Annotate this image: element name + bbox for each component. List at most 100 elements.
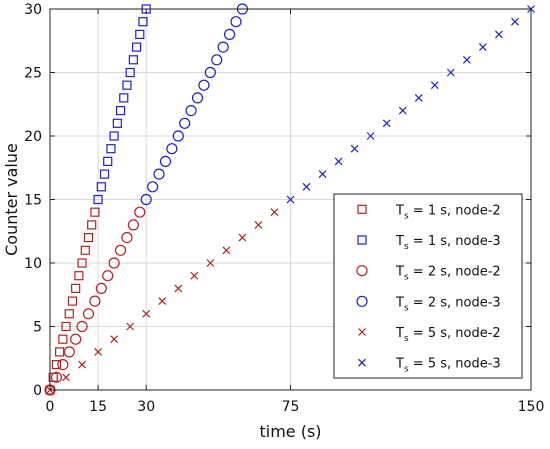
data-point	[51, 360, 62, 370]
data-point	[78, 360, 86, 369]
data-point	[302, 182, 311, 191]
data-point	[430, 81, 439, 90]
axis-ticks: 0 15 30 75 150 0 5 10 15 20 25 30	[24, 2, 544, 415]
data-point	[61, 321, 71, 332]
data-point	[55, 347, 65, 357]
data-point	[198, 79, 210, 91]
data-point	[71, 283, 81, 293]
data-point	[93, 194, 103, 205]
legend-label: Ts = 1 s, node-2	[395, 203, 501, 221]
legend-label-rest: = 1 s, node-2	[409, 203, 501, 218]
data-point	[318, 170, 327, 179]
legend-marker-icon	[357, 235, 367, 245]
legend-label-rest: = 5 s, node-3	[409, 357, 501, 372]
legend-label-main: T	[395, 357, 404, 372]
legend-label-rest: = 2 s, node-2	[409, 265, 501, 280]
data-point	[62, 373, 70, 382]
legend-label-main: T	[395, 265, 404, 280]
data-point	[102, 270, 114, 282]
data-point	[134, 206, 146, 218]
data-point	[108, 257, 120, 269]
legend: Ts = 1 s, node-2Ts = 1 s, node-3Ts = 2 s…	[333, 193, 523, 379]
data-point	[147, 181, 159, 193]
data-point	[131, 42, 142, 52]
data-point	[185, 104, 197, 117]
x-tick-label: 150	[518, 399, 545, 415]
series-3	[44, 206, 146, 396]
legend-marker-icon	[357, 204, 367, 214]
data-marks	[44, 3, 535, 396]
data-point	[204, 66, 216, 79]
data-point	[270, 208, 279, 217]
legend-item: Ts = 1 s, node-2	[357, 203, 501, 221]
data-point	[238, 233, 247, 242]
data-point	[190, 271, 199, 280]
data-point	[138, 17, 148, 27]
data-point	[114, 244, 127, 256]
data-point	[446, 68, 455, 77]
legend-item: Ts = 1 s, node-3	[357, 234, 501, 252]
y-axis-label: Counter value	[2, 143, 21, 256]
x-tick-label: 0	[46, 399, 55, 415]
data-point	[286, 195, 295, 204]
data-point	[57, 359, 69, 371]
legend-marker-icon	[356, 265, 368, 277]
legend-label-rest: = 1 s, node-3	[409, 234, 501, 249]
data-point	[174, 284, 183, 293]
data-point	[172, 130, 184, 142]
legend-item: Ts = 2 s, node-2	[356, 265, 501, 283]
legend-label: Ts = 5 s, node-3	[395, 357, 501, 375]
data-point	[112, 118, 122, 128]
y-tick-label: 10	[24, 256, 42, 272]
legend-label-subscript: s	[404, 273, 409, 283]
data-point	[126, 322, 135, 331]
data-point	[191, 92, 204, 104]
data-point	[153, 168, 165, 180]
data-point	[211, 54, 223, 66]
data-point	[64, 309, 74, 319]
data-point	[158, 297, 167, 306]
data-point	[96, 182, 106, 192]
data-point	[127, 219, 139, 231]
data-point	[89, 295, 101, 307]
data-point	[398, 106, 407, 115]
legend-label: Ts = 2 s, node-3	[395, 295, 501, 313]
data-point	[103, 156, 113, 166]
data-point	[119, 93, 129, 103]
data-point	[462, 55, 471, 64]
x-tick-label: 15	[89, 399, 107, 415]
data-point	[140, 193, 152, 206]
y-tick-label: 25	[24, 66, 42, 82]
data-point	[76, 320, 88, 333]
legend-label-subscript: s	[404, 334, 409, 344]
legend-label-subscript: s	[404, 365, 409, 375]
data-point	[82, 308, 95, 320]
legend-items: Ts = 1 s, node-2Ts = 1 s, node-3Ts = 2 s…	[356, 203, 501, 375]
data-point	[135, 29, 145, 39]
legend-label-main: T	[395, 203, 404, 218]
data-point	[230, 16, 242, 28]
legend-label-subscript: s	[404, 211, 409, 221]
data-point	[70, 333, 82, 345]
data-point	[222, 246, 231, 255]
y-tick-label: 0	[33, 383, 42, 399]
data-point	[63, 346, 75, 358]
data-point	[95, 282, 107, 294]
data-point	[350, 144, 359, 153]
data-point	[334, 157, 343, 166]
series-4	[140, 3, 248, 206]
data-point	[58, 334, 68, 344]
legend-label-rest: = 5 s, node-2	[409, 326, 501, 341]
legend-label: Ts = 5 s, node-2	[395, 326, 501, 344]
legend-label: Ts = 1 s, node-3	[395, 234, 501, 252]
data-point	[511, 17, 519, 26]
data-point	[128, 55, 138, 65]
legend-label-main: T	[395, 295, 404, 310]
y-tick-label: 30	[24, 2, 42, 18]
data-point	[166, 143, 178, 155]
legend-box	[333, 193, 523, 379]
data-point	[121, 232, 133, 244]
legend-label-rest: = 2 s, node-3	[409, 295, 501, 310]
